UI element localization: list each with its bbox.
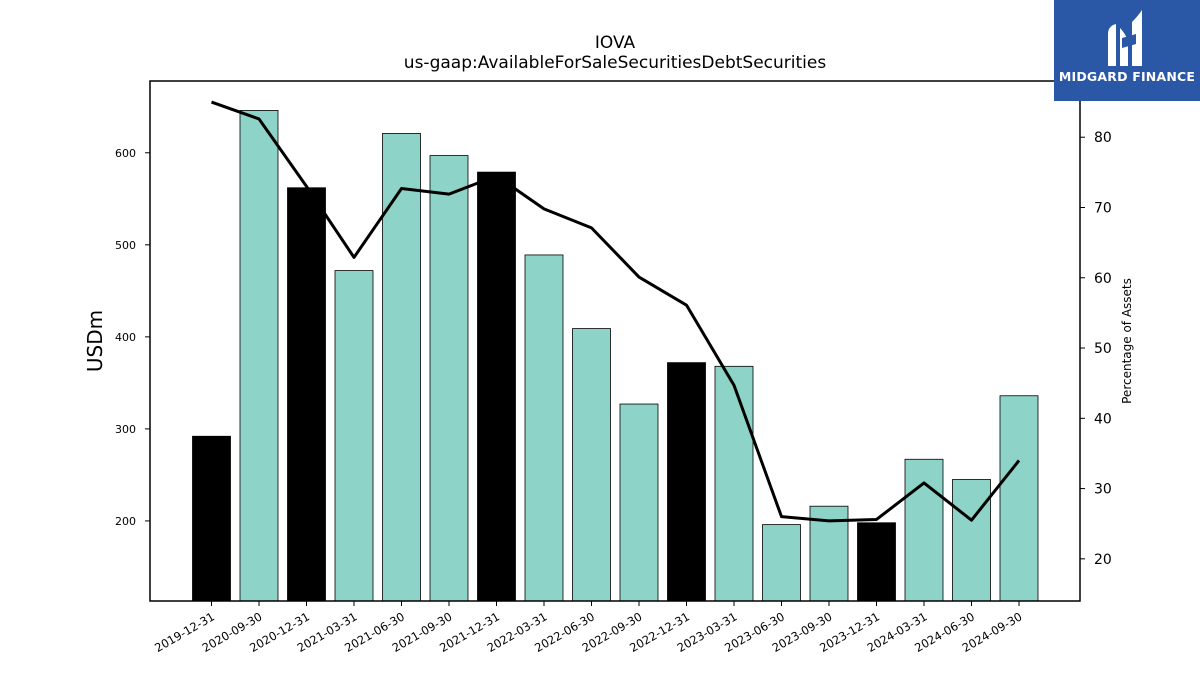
bars bbox=[192, 110, 1039, 602]
brand-logo: MIDGARD FINANCE bbox=[1054, 0, 1200, 101]
bar-2022-09-30 bbox=[619, 403, 659, 602]
bar-2021-12-31 bbox=[477, 171, 516, 602]
y2-tick-label: 60 bbox=[1094, 271, 1112, 287]
bar-2023-06-30 bbox=[762, 524, 801, 602]
logo-mark-icon bbox=[1108, 10, 1142, 66]
bar-2022-12-31 bbox=[667, 362, 706, 602]
bar-2023-12-31 bbox=[857, 522, 896, 602]
bar-2022-06-30 bbox=[572, 328, 611, 602]
y2-tick-label: 40 bbox=[1094, 411, 1112, 427]
y-tick-label: 300 bbox=[115, 423, 136, 436]
bar-2022-03-31 bbox=[524, 254, 564, 602]
chart-subtitle: us-gaap:AvailableForSaleSecuritiesDebtSe… bbox=[404, 53, 827, 73]
bar-2023-03-31 bbox=[714, 365, 754, 602]
bar-2019-12-31 bbox=[192, 435, 231, 602]
plot-frame bbox=[149, 80, 1081, 602]
bar-2020-09-30 bbox=[239, 110, 279, 602]
y2-tick-label: 70 bbox=[1094, 200, 1112, 216]
chart-title: IOVA bbox=[595, 33, 636, 53]
y-tick-label: 600 bbox=[115, 147, 136, 160]
logo-text: MIDGARD FINANCE bbox=[1058, 69, 1196, 84]
y-tick-label: 500 bbox=[115, 239, 136, 252]
y-tick-label: 200 bbox=[115, 515, 136, 528]
y2-axis-label: Percentage of Assets bbox=[1120, 278, 1134, 404]
y2-tick-label: 80 bbox=[1094, 130, 1112, 146]
bar-2021-09-30 bbox=[429, 155, 469, 602]
y2-tick-label: 30 bbox=[1094, 482, 1112, 498]
bar-2021-03-31 bbox=[334, 270, 374, 602]
percentage-line-layer bbox=[210, 100, 1021, 523]
y2-tick-label: 50 bbox=[1094, 341, 1112, 357]
bar-2020-12-31 bbox=[287, 187, 326, 602]
percentage-of-assets-line bbox=[210, 100, 1021, 523]
bar-2024-09-30 bbox=[999, 395, 1039, 602]
y2-tick-label: 20 bbox=[1094, 552, 1112, 568]
bar-2021-06-30 bbox=[382, 133, 421, 602]
bar-2024-03-31 bbox=[904, 458, 944, 602]
y-tick-label: 400 bbox=[115, 331, 136, 344]
y-axis-label: USDm bbox=[83, 310, 107, 372]
bar-2024-06-30 bbox=[952, 479, 991, 602]
